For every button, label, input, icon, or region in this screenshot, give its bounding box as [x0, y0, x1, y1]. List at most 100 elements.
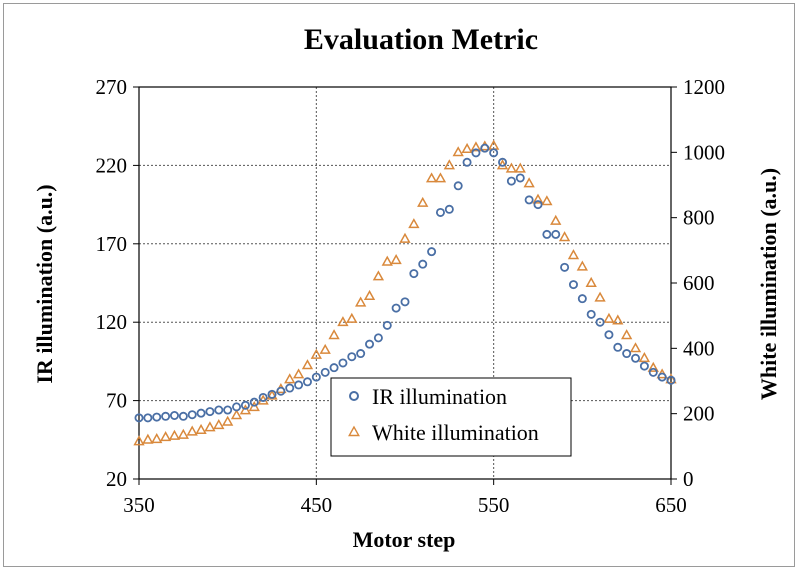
chart-frame: Evaluation Metric 350 450 550 650 20 70 120 170… [3, 3, 795, 567]
ir-illumination-point [267, 389, 277, 399]
white-illumination-point [612, 314, 624, 325]
white-illumination-point [594, 291, 606, 302]
white-illumination-point [576, 260, 588, 271]
white-illumination-point [470, 141, 482, 152]
ir-illumination-point [533, 200, 543, 210]
y-left-tick-label: 220 [96, 153, 128, 177]
white-illumination-point [461, 142, 473, 154]
white-illumination-point [629, 342, 642, 353]
ir-illumination-point [577, 294, 587, 304]
ir-illumination-point [568, 280, 578, 290]
white-illumination-point [284, 373, 296, 384]
white-illumination-point [355, 296, 367, 307]
white-illumination-point [186, 425, 198, 436]
y-right-tick-label: 400 [683, 336, 715, 360]
white-illumination-point [372, 270, 385, 281]
ir-illumination-point [524, 195, 534, 205]
scatter-chart: Evaluation Metric 350 450 550 650 20 70 120 170… [32, 23, 781, 552]
y-right-tick-label: 0 [683, 467, 694, 491]
ir-illumination-point [161, 411, 171, 421]
white-illumination-point [151, 433, 163, 444]
ir-illumination-point [143, 413, 153, 423]
white-illumination-point [452, 146, 464, 157]
x-tick-label: 650 [655, 493, 687, 517]
white-illumination-point [585, 276, 597, 287]
white-illumination-point [177, 428, 189, 439]
ir-illumination-point [311, 372, 321, 382]
ir-illumination-point [542, 229, 552, 239]
y-right-tick-label: 1200 [683, 75, 725, 99]
legend-box [330, 377, 572, 457]
ir-illumination-point [347, 352, 357, 362]
ir-illumination-point [356, 349, 366, 359]
legend-label-ir: IR illumination [372, 384, 507, 409]
white-illumination-point [514, 162, 526, 173]
white-illumination-point [133, 435, 145, 446]
white-illumination-point [647, 361, 659, 372]
white-illumination-point [239, 404, 252, 415]
ir-illumination-point [134, 413, 144, 423]
white-illumination-point [301, 359, 314, 370]
white-illumination-point [567, 249, 580, 260]
ir-illumination-point [320, 367, 330, 377]
ir-illumination-point [187, 410, 197, 420]
ir-illumination-point [560, 262, 570, 272]
ir-illumination-point [427, 247, 437, 257]
ir-illumination-point [613, 342, 623, 352]
white-illumination-point [443, 159, 455, 170]
ir-illumination-point [595, 317, 605, 327]
y-axis-right-title: White illumination (a.u.) [756, 168, 781, 400]
ir-illumination-point [444, 204, 454, 214]
legend-marker-white [348, 425, 360, 437]
white-illumination-point [363, 289, 376, 301]
white-illumination-point [408, 218, 420, 229]
ir-illumination-point [506, 176, 516, 186]
ir-illumination-point [489, 148, 499, 158]
ir-illumination-point [169, 410, 179, 420]
white-illumination-point [266, 389, 278, 400]
legend: IR illumination White illumination [330, 377, 572, 457]
y-right-tick-label: 1000 [683, 140, 725, 164]
white-illumination-point [319, 343, 331, 354]
ir-illumination-point [240, 400, 250, 410]
ir-illumination-point [365, 339, 375, 349]
white-illumination-point [168, 429, 181, 440]
legend-marker-ir [349, 391, 359, 401]
white-illumination-point [390, 253, 402, 265]
ir-illumination-point [480, 143, 490, 153]
ir-illumination-point [338, 358, 348, 368]
white-illumination-point [310, 348, 322, 359]
white-illumination-point [550, 214, 562, 225]
ir-illumination-point [205, 407, 215, 417]
white-illumination-point [213, 418, 225, 430]
ir-illumination-point [294, 380, 304, 390]
x-tick-label: 550 [478, 493, 510, 517]
y-right-tick-label: 800 [683, 206, 715, 230]
white-illumination-point [558, 231, 571, 242]
white-illumination-point [159, 431, 172, 442]
ir-illumination-point [223, 405, 233, 415]
ir-illumination-point [214, 405, 224, 415]
ir-illumination-point [462, 157, 472, 167]
ir-illumination-point [391, 303, 401, 313]
ir-illumination-point [276, 386, 286, 396]
ir-illumination-point [418, 259, 428, 269]
ir-illumination-point [498, 157, 508, 167]
ir-illumination-point [178, 411, 188, 421]
ir-illumination-point [232, 402, 242, 412]
white-illumination-point [142, 433, 154, 444]
white-illumination-point [532, 193, 544, 204]
ir-illumination-point [409, 269, 419, 279]
ir-illumination-point [196, 408, 206, 418]
ir-illumination-point [373, 333, 383, 343]
data-marks [133, 139, 677, 446]
y-left-tick-label: 120 [96, 310, 128, 334]
ir-illumination-point [622, 349, 632, 359]
ir-illumination-point [604, 330, 614, 340]
white-illumination-point [505, 162, 518, 173]
ir-illumination-point [666, 375, 676, 385]
white-illumination-point [434, 172, 447, 183]
ir-illumination-point [382, 320, 392, 330]
ir-illumination-point [515, 173, 525, 183]
chart-title: Evaluation Metric [304, 23, 538, 56]
